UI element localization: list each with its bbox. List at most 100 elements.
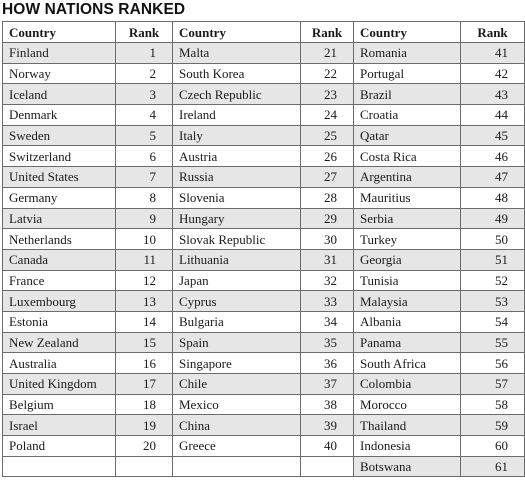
page-title: HOW NATIONS RANKED xyxy=(2,1,186,18)
country-cell: Costa Rica xyxy=(353,145,461,168)
table-row: Germany 8 Slovenia 28 Mauritius 48 xyxy=(2,186,525,209)
rank-cell: 31 xyxy=(300,248,354,271)
country-cell: Mauritius xyxy=(353,186,461,209)
rank-cell: 15 xyxy=(115,331,173,354)
country-cell: Singapore xyxy=(172,352,301,374)
rank-cell: 14 xyxy=(115,310,173,333)
country-cell: Croatia xyxy=(353,104,461,126)
rank-cell: 35 xyxy=(300,331,354,354)
country-cell: Slovenia xyxy=(172,186,301,209)
country-cell: Switzerland xyxy=(2,145,116,168)
country-cell: United Kingdom xyxy=(2,373,116,395)
column-header-country: Country xyxy=(172,21,301,43)
country-cell: South Korea xyxy=(172,62,301,85)
table-row: Finland 1 Malta 21 Romania 41 xyxy=(2,42,525,64)
table-row: United Kingdom 17 Chile 37 Colombia 57 xyxy=(2,373,525,395)
rank-cell: 37 xyxy=(300,373,354,395)
country-cell: Lithuania xyxy=(172,248,301,271)
country-cell: Turkey xyxy=(353,228,461,250)
table-row: Netherlands 10 Slovak Republic 30 Turkey 50 xyxy=(2,228,525,250)
rank-cell: 57 xyxy=(460,373,525,395)
rank-cell: 42 xyxy=(460,62,525,85)
rank-cell: 38 xyxy=(300,393,354,416)
table-header-row: Country Rank Country Rank Country Rank xyxy=(2,21,525,43)
country-cell: Romania xyxy=(353,42,461,64)
table-row: Estonia 14 Bulgaria 34 Albania 54 xyxy=(2,310,525,333)
table-row: Israel 19 China 39 Thailand 59 xyxy=(2,414,525,437)
rank-cell: 48 xyxy=(460,186,525,209)
country-cell: Israel xyxy=(2,414,116,437)
rank-cell: 54 xyxy=(460,310,525,333)
country-cell: Russia xyxy=(172,166,301,188)
country-cell: Mexico xyxy=(172,393,301,416)
table-row: Belgium 18 Mexico 38 Morocco 58 xyxy=(2,393,525,416)
country-cell: Chile xyxy=(172,373,301,395)
rank-cell: 5 xyxy=(115,124,173,147)
country-cell: Latvia xyxy=(2,207,116,230)
rank-cell: 7 xyxy=(115,166,173,188)
rank-cell: 50 xyxy=(460,228,525,250)
rank-cell: 19 xyxy=(115,414,173,437)
rank-cell: 44 xyxy=(460,104,525,126)
rank-cell: 2 xyxy=(115,62,173,85)
country-cell: Brazil xyxy=(353,83,461,106)
country-cell: Czech Republic xyxy=(172,83,301,106)
country-cell: Estonia xyxy=(2,310,116,333)
rank-cell: 26 xyxy=(300,145,354,168)
rank-cell: 17 xyxy=(115,373,173,395)
table-row: Canada 11 Lithuania 31 Georgia 51 xyxy=(2,248,525,271)
country-cell: Portugal xyxy=(353,62,461,85)
country-cell: Germany xyxy=(2,186,116,209)
country-cell: Canada xyxy=(2,248,116,271)
country-cell: Luxembourg xyxy=(2,290,116,312)
country-cell: Ireland xyxy=(172,104,301,126)
country-cell: Indonesia xyxy=(353,435,461,457)
country-cell: Malaysia xyxy=(353,290,461,312)
table-row: Iceland 3 Czech Republic 23 Brazil 43 xyxy=(2,83,525,106)
rank-cell: 29 xyxy=(300,207,354,230)
country-cell: Japan xyxy=(172,269,301,292)
country-cell: Austria xyxy=(172,145,301,168)
country-cell: Argentina xyxy=(353,166,461,188)
table-row: New Zealand 15 Spain 35 Panama 55 xyxy=(2,331,525,354)
rank-cell: 60 xyxy=(460,435,525,457)
country-cell: Qatar xyxy=(353,124,461,147)
country-cell: China xyxy=(172,414,301,437)
rank-cell: 34 xyxy=(300,310,354,333)
country-cell: Hungary xyxy=(172,207,301,230)
table-row: Poland 20 Greece 40 Indonesia 60 xyxy=(2,435,525,457)
table-row: Norway 2 South Korea 22 Portugal 42 xyxy=(2,62,525,85)
table-row: Latvia 9 Hungary 29 Serbia 49 xyxy=(2,207,525,230)
rank-cell: 20 xyxy=(115,435,173,457)
rank-cell: 40 xyxy=(300,435,354,457)
country-cell: France xyxy=(2,269,116,292)
table-row: Denmark 4 Ireland 24 Croatia 44 xyxy=(2,104,525,126)
rank-cell: 22 xyxy=(300,62,354,85)
country-cell: Georgia xyxy=(353,248,461,271)
rank-cell: 56 xyxy=(460,352,525,374)
rank-cell: 6 xyxy=(115,145,173,168)
table-row: United States 7 Russia 27 Argentina 47 xyxy=(2,166,525,188)
rank-cell: 4 xyxy=(115,104,173,126)
rank-cell: 9 xyxy=(115,207,173,230)
rank-cell: 55 xyxy=(460,331,525,354)
rank-cell: 30 xyxy=(300,228,354,250)
rank-cell: 16 xyxy=(115,352,173,374)
rank-cell: 41 xyxy=(460,42,525,64)
rank-cell: 32 xyxy=(300,269,354,292)
rank-cell xyxy=(300,455,354,478)
country-cell: Belgium xyxy=(2,393,116,416)
rank-cell: 8 xyxy=(115,186,173,209)
rank-cell: 51 xyxy=(460,248,525,271)
column-header-country: Country xyxy=(353,21,461,43)
rank-cell: 18 xyxy=(115,393,173,416)
country-cell: Spain xyxy=(172,331,301,354)
rank-cell: 1 xyxy=(115,42,173,64)
table-row: Australia 16 Singapore 36 South Africa 56 xyxy=(2,352,525,374)
country-cell: Bulgaria xyxy=(172,310,301,333)
table-row: Sweden 5 Italy 25 Qatar 45 xyxy=(2,124,525,147)
country-cell: Tunisia xyxy=(353,269,461,292)
country-cell xyxy=(172,455,301,478)
country-cell: Panama xyxy=(353,331,461,354)
rank-cell: 53 xyxy=(460,290,525,312)
